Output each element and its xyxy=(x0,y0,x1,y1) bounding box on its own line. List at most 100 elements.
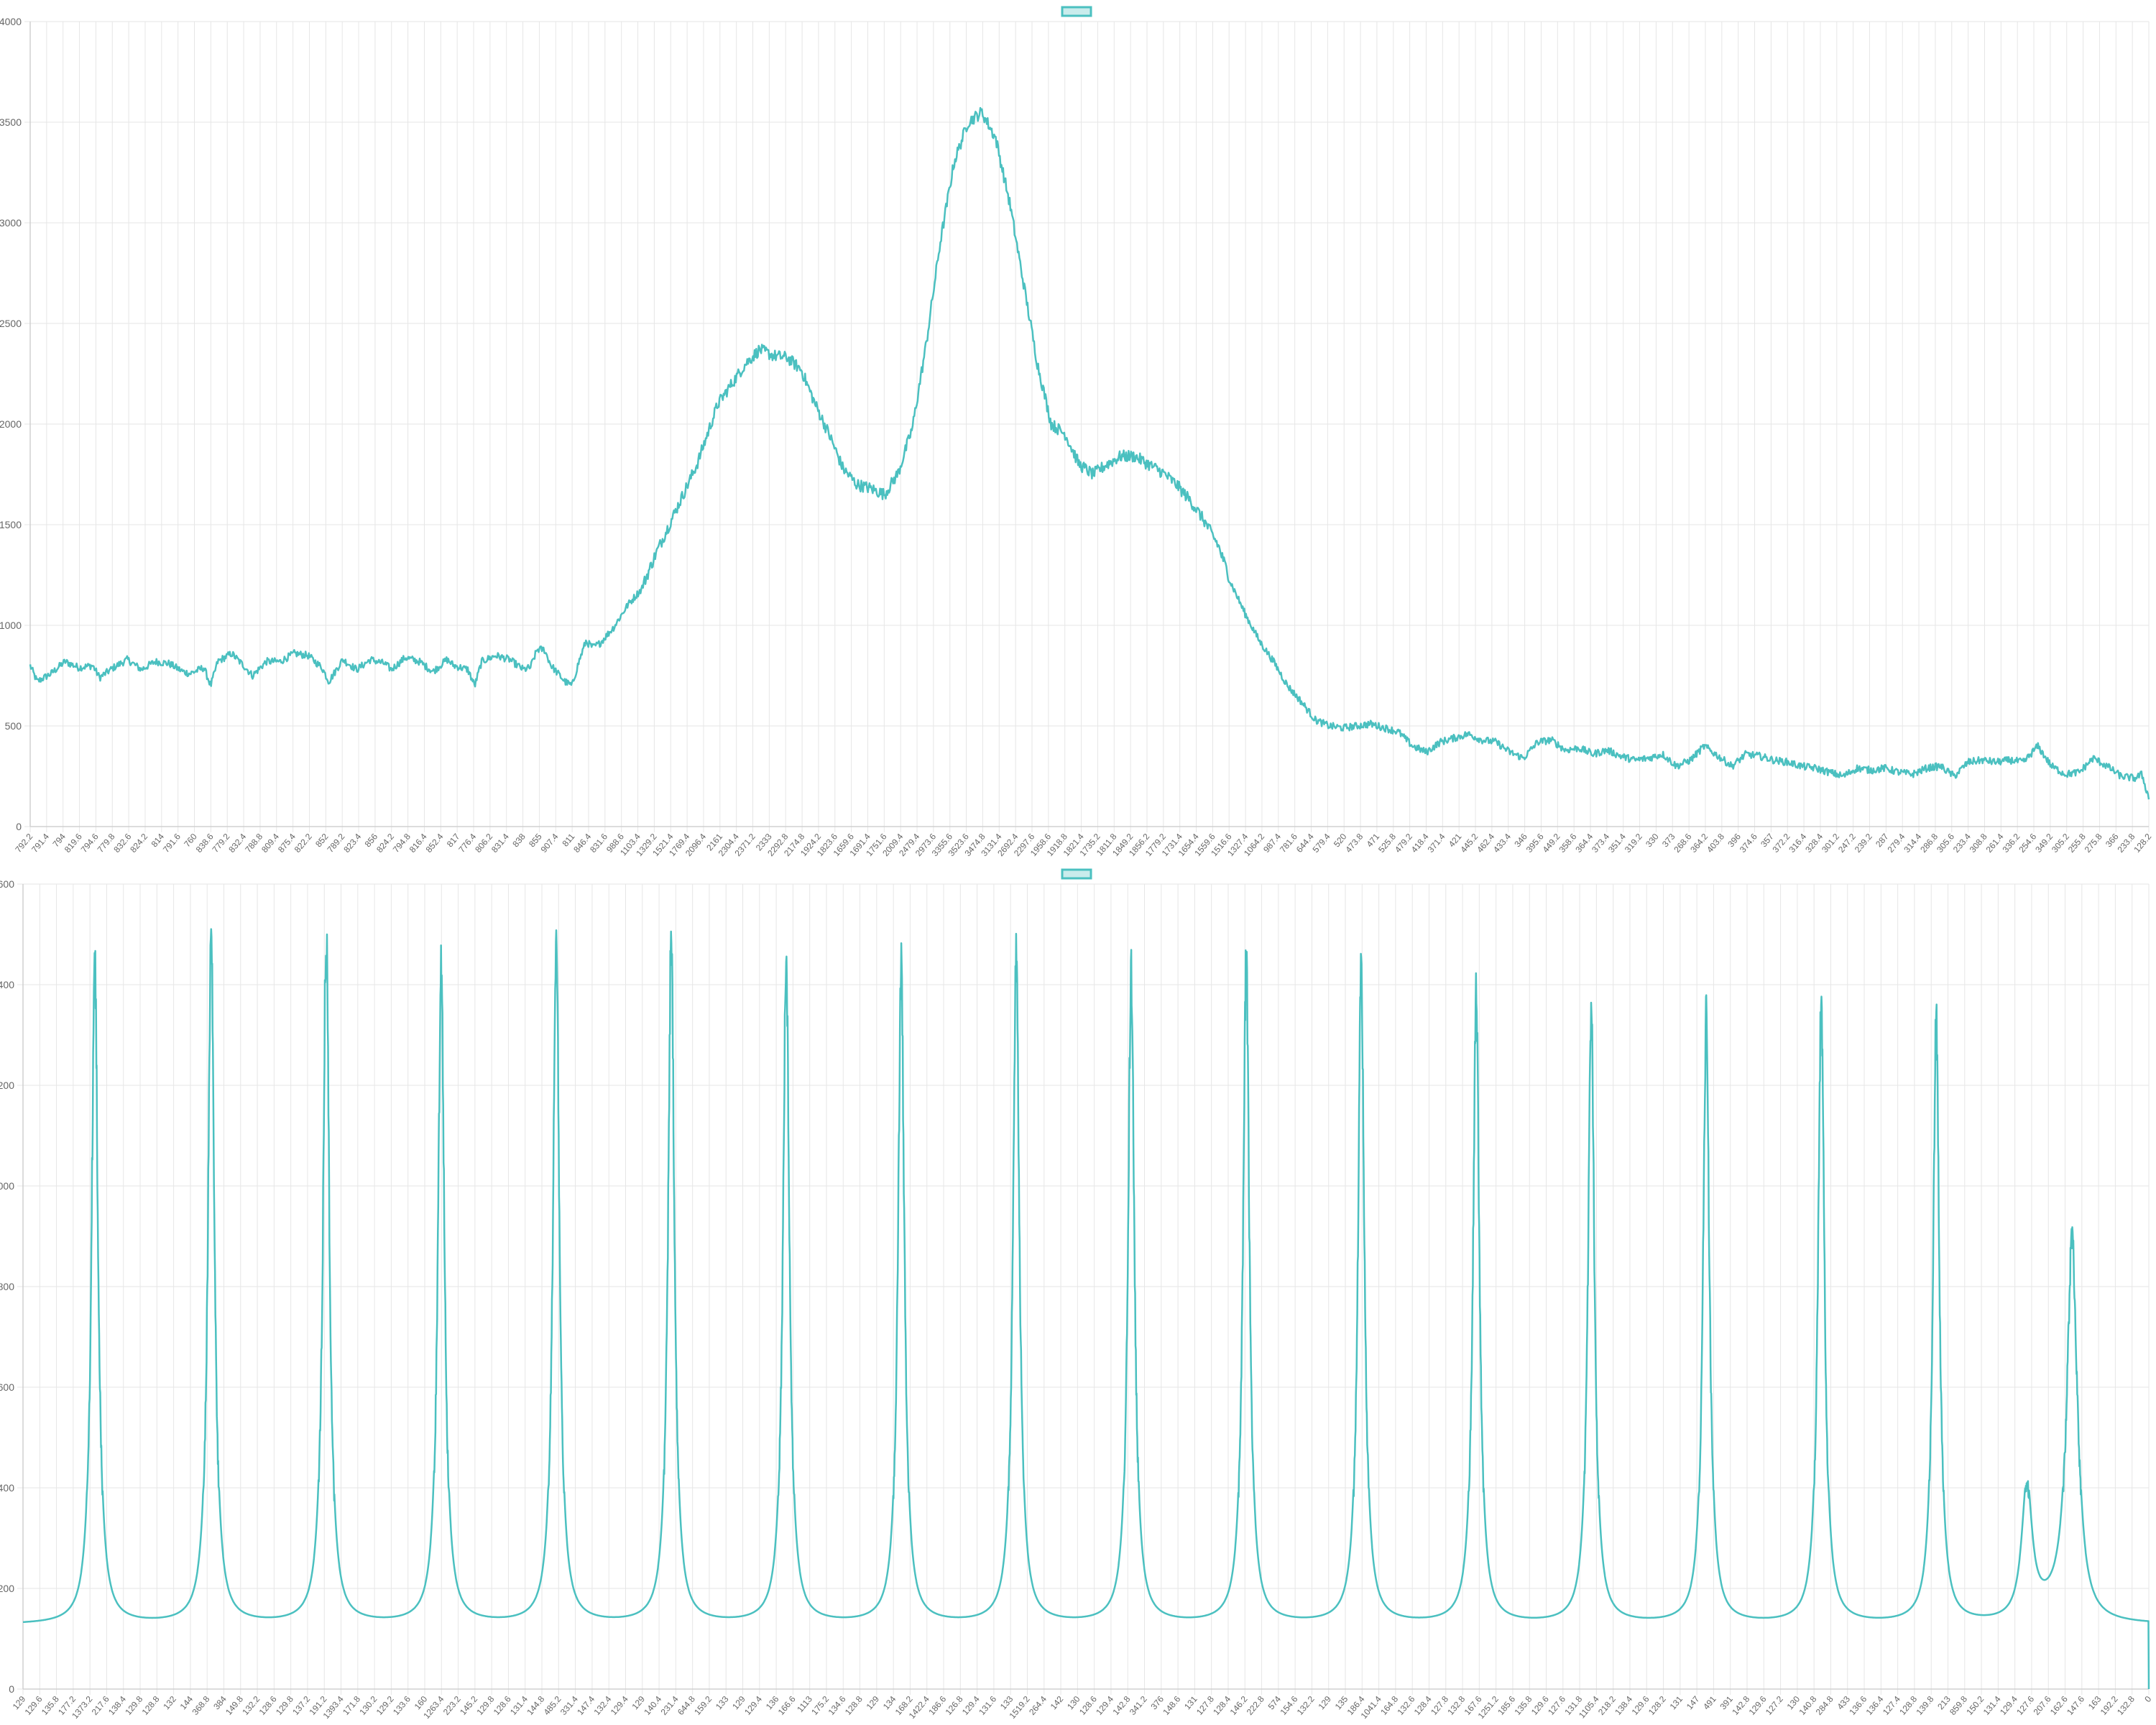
x-tick-label: 128.8 xyxy=(1897,1694,1919,1717)
x-tick-label: 129.6 xyxy=(1747,1694,1769,1717)
x-tick-label: 185.6 xyxy=(1496,1694,1517,1717)
x-tick-label: 138.4 xyxy=(1613,1694,1634,1717)
x-tick-label: 261.4 xyxy=(1984,832,2006,855)
x-tick-label: 351.4 xyxy=(1606,832,1628,855)
x-tick-label: 788.8 xyxy=(243,832,264,855)
y-tick-label: 4000 xyxy=(0,16,22,27)
y-tick-label: 1500 xyxy=(0,519,22,530)
y-tick-label: 600 xyxy=(0,1381,14,1393)
x-tick-label: 364.2 xyxy=(1688,832,1710,855)
y-axis: 0 500 1000 1500 2000 2500 3000 3500 4000 xyxy=(0,16,2149,832)
x-tick-label: 809.4 xyxy=(259,832,281,855)
x-tick-label: 846.4 xyxy=(571,832,593,855)
x-tick-label: 445.2 xyxy=(1458,832,1480,855)
x-tick-label: 330 xyxy=(1644,832,1661,850)
x-grid xyxy=(29,22,2150,832)
x-tick-label: 129.8 xyxy=(474,1694,496,1717)
x-tick-label: 129.6 xyxy=(1529,1694,1551,1717)
x-tick-label: 305.6 xyxy=(1935,832,1956,855)
x-tick-label: 132.8 xyxy=(1445,1694,1467,1717)
x-tick-label: 128.8 xyxy=(140,1694,162,1717)
x-tick-label: 128.6 xyxy=(492,1694,513,1717)
x-tick-label: 142.8 xyxy=(1730,1694,1751,1717)
x-tick-label: 128.2 xyxy=(2132,832,2153,855)
x-tick-label: 525.8 xyxy=(1376,832,1398,855)
x-tick-label: 473.8 xyxy=(1343,832,1365,855)
x-tick-label: 832.4 xyxy=(226,832,248,855)
x-tick-label: 147.4 xyxy=(575,1694,596,1717)
x-tick-label: 403.8 xyxy=(1705,832,1726,855)
x-tick-label: 132.2 xyxy=(240,1694,262,1717)
x-tick-label: 135.8 xyxy=(40,1694,61,1717)
x-axis: 129129.6135.8177.21373.2217.6138.4129.81… xyxy=(11,1694,2154,1721)
x-tick-label: 239.2 xyxy=(1853,832,1874,855)
x-tick-label: 131.6 xyxy=(977,1694,998,1717)
y-tick-label: 1000 xyxy=(0,1180,14,1192)
x-tick-label: 806.2 xyxy=(473,832,494,855)
x-tick-label: 129.8 xyxy=(274,1694,295,1717)
x-tick-label: 207.6 xyxy=(2032,1694,2053,1717)
x-tick-label: 794.6 xyxy=(79,832,101,855)
x-tick-label: 128.6 xyxy=(257,1694,279,1717)
x-tick-label: 373.4 xyxy=(1590,832,1611,855)
x-tick-label: 254.6 xyxy=(2017,832,2038,855)
x-tick-label: 907.4 xyxy=(539,832,561,855)
x-tick-label: 247.2 xyxy=(1836,832,1858,855)
x-tick-label: 824.2 xyxy=(128,832,149,855)
x-tick-label: 126.8 xyxy=(944,1694,965,1717)
y-tick-label: 800 xyxy=(0,1281,14,1292)
x-tick-label: 186.6 xyxy=(926,1694,948,1717)
x-tick-label: 341.2 xyxy=(1128,1694,1149,1717)
x-tick-label: 136.6 xyxy=(1847,1694,1869,1717)
x-tick-label: 129.4 xyxy=(609,1694,630,1717)
x-tick-label: 138.4 xyxy=(106,1694,128,1717)
x-tick-label: 222.8 xyxy=(1245,1694,1266,1717)
x-tick-label: 127.6 xyxy=(1546,1694,1567,1717)
x-tick-label: 140.4 xyxy=(642,1694,663,1717)
x-tick-label: 127.4 xyxy=(1881,1694,1902,1717)
x-tick-label: 374.6 xyxy=(1738,832,1759,855)
x-tick-label: 831.6 xyxy=(588,832,609,855)
x-tick-label: 449.2 xyxy=(1541,832,1562,855)
x-tick-label: 349.2 xyxy=(2033,832,2055,855)
x-tick-label: 132.4 xyxy=(591,1694,613,1717)
x-tick-label: 0 xyxy=(2142,1694,2153,1704)
x-tick-label: 132.2 xyxy=(1295,1694,1317,1717)
y-tick-label: 0 xyxy=(9,1683,14,1695)
x-tick-label: 129.4 xyxy=(1094,1694,1115,1717)
x-tick-label: 135.8 xyxy=(1512,1694,1534,1717)
x-tick-label: 128.6 xyxy=(1077,1694,1099,1717)
y-tick-label: 1400 xyxy=(0,979,14,990)
x-tick-label: 328.4 xyxy=(1803,832,1825,855)
y-tick-label: 0 xyxy=(16,821,22,832)
x-tick-label: 819.6 xyxy=(63,832,84,855)
x-tick-label: 136.4 xyxy=(1864,1694,1886,1717)
x-tick-label: 233.8 xyxy=(2115,832,2137,855)
x-tick-label: 358.6 xyxy=(1557,832,1578,855)
x-tick-label: 433.4 xyxy=(1491,832,1513,855)
x-tick-label: 129.4 xyxy=(1998,1694,2019,1717)
x-tick-label: 129.8 xyxy=(123,1694,144,1717)
x-tick-label: 305.2 xyxy=(2050,832,2071,855)
x-tick-label: 129.6 xyxy=(23,1694,45,1717)
y-tick-label: 3500 xyxy=(0,116,22,128)
x-tick-label: 987.4 xyxy=(1261,832,1283,855)
x-tick-label: 192.2 xyxy=(2099,1694,2120,1717)
x-tick-label: 133.6 xyxy=(391,1694,413,1717)
x-tick-label: 128.2 xyxy=(1646,1694,1668,1717)
x-tick-label: 822.2 xyxy=(292,832,314,855)
x-tick-label: 142.8 xyxy=(1110,1694,1132,1717)
x-tick-label: 644.8 xyxy=(676,1694,697,1717)
x-tick-label: 162.6 xyxy=(2048,1694,2070,1717)
x-tick-label: 779.2 xyxy=(211,832,232,855)
x-tick-label: 127.6 xyxy=(2014,1694,2036,1717)
x-tick-label: 301.2 xyxy=(1820,832,1841,855)
x-tick-label: 319.2 xyxy=(1623,832,1644,855)
x-tick-label: 316.4 xyxy=(1787,832,1808,855)
x-tick-label: 129.2 xyxy=(374,1694,396,1717)
x-tick-label: 150.2 xyxy=(1964,1694,1986,1717)
x-tick-label: 233.4 xyxy=(1951,832,1973,855)
x-tick-label: 171.8 xyxy=(341,1694,362,1717)
bottom-line-chart: 02004006008001000120014001600129129.6135… xyxy=(0,868,2154,1721)
x-tick-label: 149.8 xyxy=(224,1694,245,1717)
